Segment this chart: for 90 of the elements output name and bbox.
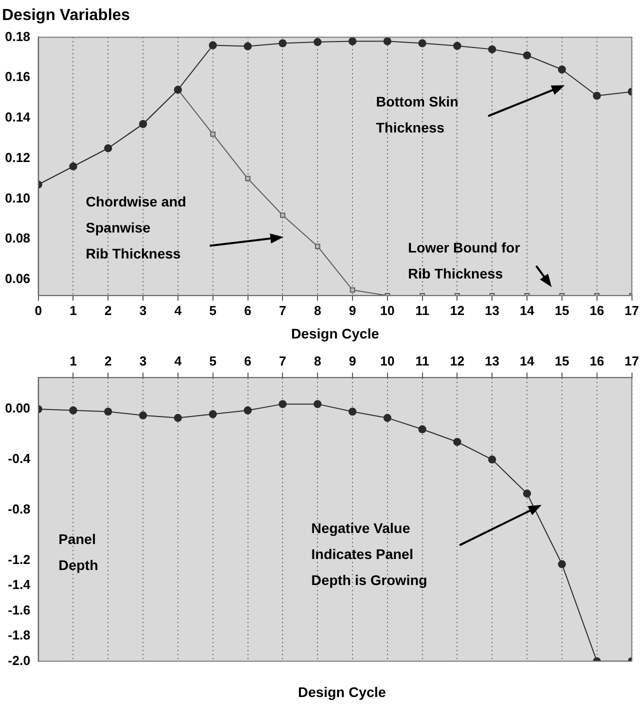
y-tick-label: -1.4	[8, 577, 32, 592]
y-tick-label: 0.14	[4, 110, 32, 125]
point	[314, 400, 322, 408]
point	[314, 244, 320, 249]
x-tick-label: 15	[554, 353, 570, 368]
x-tick-label: 13	[484, 302, 500, 318]
x-tick-label: 14	[520, 353, 536, 368]
x-axis-title: Design Cycle	[297, 684, 387, 700]
x-tick-label: 2	[104, 353, 112, 368]
x-tick-label: 11	[415, 302, 430, 318]
y-tick-label: -2.0	[8, 652, 30, 668]
x-tick-label: 14	[520, 302, 536, 318]
point	[523, 490, 532, 498]
x-tick-label: 7	[279, 302, 286, 318]
y-tick-label: 0.18	[4, 28, 30, 44]
y-tick-label: 0.06	[4, 271, 30, 286]
x-tick-label: 17	[624, 302, 640, 318]
annotation: Negative Value Indicates Panel Depth is Growing	[311, 520, 428, 588]
x-tick-label: 17	[624, 353, 640, 368]
y-tick-label: 0.16	[4, 69, 30, 84]
point	[208, 410, 217, 418]
point	[488, 456, 496, 464]
point	[210, 131, 216, 137]
point	[278, 400, 287, 408]
point	[245, 176, 250, 182]
annotation: Lower Bound for Rib Thickness	[408, 239, 521, 282]
point	[350, 287, 356, 293]
point	[383, 414, 392, 422]
point	[280, 212, 286, 218]
y-tick-label: 0.12	[4, 150, 30, 165]
y-tick-label: -0.8	[8, 502, 30, 517]
point	[523, 51, 532, 60]
point	[104, 408, 112, 416]
y-tick-label: -1.6	[8, 602, 30, 618]
point	[244, 406, 252, 414]
point	[453, 42, 462, 50]
point	[139, 411, 148, 420]
chart-title: Design Variables	[2, 7, 130, 24]
x-tick-label: 15	[554, 302, 570, 318]
point	[348, 408, 356, 416]
x-tick-label: 3	[139, 353, 147, 368]
point	[208, 41, 217, 50]
x-tick-label: 6	[244, 302, 252, 318]
point	[488, 45, 496, 54]
point	[558, 560, 566, 568]
point	[348, 37, 356, 46]
x-tick-label: 11	[415, 353, 430, 368]
y-tick-label: -1.2	[8, 552, 30, 567]
x-tick-label: 1	[70, 302, 77, 318]
x-tick-label: 9	[348, 353, 356, 368]
y-tick-label: -1.8	[8, 628, 30, 643]
x-tick-label: 3	[139, 302, 147, 318]
x-tick-label: 7	[279, 353, 286, 368]
x-tick-label: 8	[314, 302, 322, 318]
x-tick-label: 16	[590, 302, 604, 318]
annotation: Chordwise and Spanwise Rib Thickness	[86, 193, 186, 262]
point	[314, 38, 322, 46]
x-tick-label: 5	[209, 302, 216, 318]
annotation: Bottom Skin Thickness	[376, 93, 458, 136]
x-tick-label: 2	[104, 302, 112, 318]
point	[418, 39, 426, 48]
x-tick-label: 16	[590, 353, 604, 368]
x-tick-label: 8	[314, 353, 322, 368]
x-tick-label: 4	[174, 302, 182, 318]
y-tick-label: 0.10	[4, 190, 30, 206]
y-tick-label: 0.00	[4, 400, 30, 416]
point	[592, 92, 601, 100]
point	[558, 66, 566, 74]
point	[174, 414, 182, 422]
point	[418, 425, 426, 434]
x-tick-label: 9	[348, 302, 356, 318]
x-tick-label: 12	[450, 353, 464, 368]
point	[383, 37, 392, 46]
x-tick-label: 10	[380, 353, 395, 368]
x-tick-label: 12	[450, 302, 464, 318]
y-tick-label: -0.4	[8, 451, 32, 466]
y-tick-label: 0.08	[4, 230, 30, 246]
x-tick-label: 10	[380, 302, 395, 318]
x-axis-title: Design Cycle	[291, 325, 380, 342]
point	[278, 39, 287, 48]
point	[69, 406, 78, 414]
x-tick-label: 4	[174, 353, 182, 368]
x-tick-label: 0	[34, 302, 42, 318]
point	[453, 438, 462, 446]
x-tick-label: 5	[209, 353, 216, 368]
point	[244, 42, 252, 50]
x-tick-label: 6	[244, 353, 252, 368]
annotation: Panel Depth	[58, 531, 98, 574]
x-tick-label: 1	[70, 353, 77, 368]
x-tick-label: 13	[484, 353, 500, 368]
